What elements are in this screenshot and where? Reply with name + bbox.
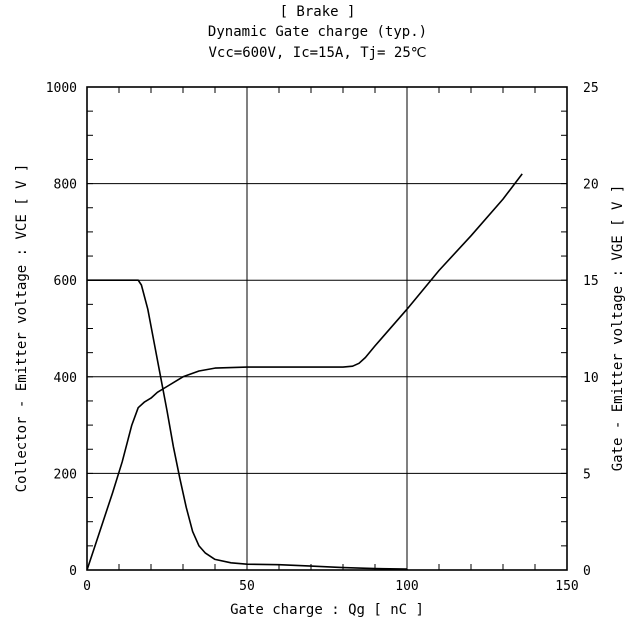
y2-tick-label: 20: [583, 178, 599, 193]
y2-tick-label: 25: [583, 81, 599, 96]
y-tick-label: 200: [54, 467, 77, 482]
y2-tick-label: 15: [583, 274, 599, 289]
series-curve-1: [86, 173, 523, 571]
x-axis-label: Gate charge : Qg [ nC ]: [230, 602, 424, 618]
x-tick-label: 50: [239, 579, 255, 594]
y-tick-label: 800: [54, 178, 77, 193]
x-tick-label: 150: [555, 579, 578, 594]
y-axis-label: Collector - Emitter voltage : VCE [ V ]: [14, 164, 30, 493]
chart-title-line-2: Dynamic Gate charge (typ.): [207, 24, 428, 40]
y-tick-label: 0: [69, 564, 77, 579]
y2-tick-label: 0: [583, 564, 591, 579]
y2-tick-label: 5: [583, 467, 591, 482]
plot-frame: [86, 86, 568, 571]
y2-axis-label: Gate - Emitter voltage : VGE [ V ]: [610, 185, 626, 472]
axis-ticks: [86, 86, 568, 571]
chart-title-line-1: [ Brake ]: [279, 4, 356, 20]
x-tick-label: 0: [83, 579, 91, 594]
y-tick-label: 600: [54, 274, 77, 289]
grid-lines: [87, 87, 567, 570]
y-tick-label: 1000: [46, 81, 77, 96]
y-tick-label: 400: [54, 371, 77, 386]
series-lines: [86, 173, 523, 571]
x-tick-label: 100: [395, 579, 418, 594]
tick-labels: 0 50 100 150 0 200 400 600 800 1000 0 5 10 15 20 25: [46, 81, 599, 594]
chart-title-line-3: Vcc=600V, Ic=15A, Tj= 25℃: [208, 45, 427, 61]
series-curve-0: [87, 279, 408, 570]
y2-tick-label: 10: [583, 371, 599, 386]
